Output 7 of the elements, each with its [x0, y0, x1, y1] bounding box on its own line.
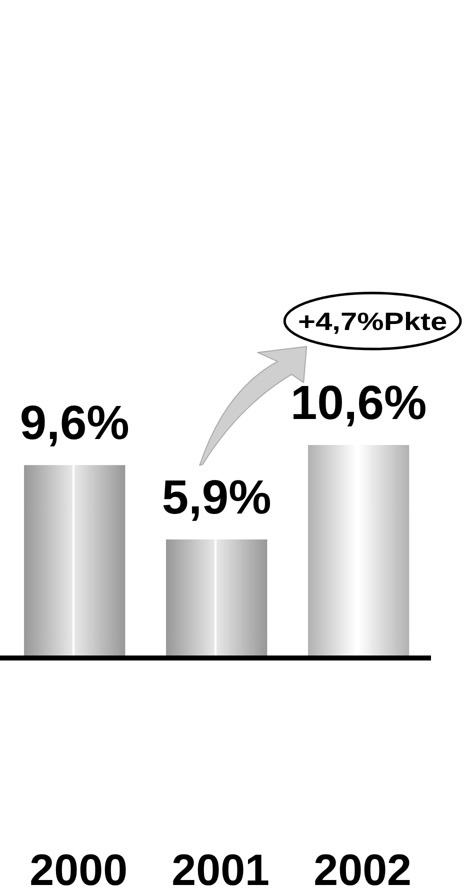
- x-tick-label: 2001: [172, 846, 270, 892]
- data-label: 9,6%: [20, 397, 130, 450]
- x-tick-label: 2002: [314, 846, 412, 892]
- text: +4,7%Pkte: [298, 307, 448, 336]
- data-label: 10,6%: [290, 377, 427, 430]
- x-tick-label: 2000: [30, 846, 128, 892]
- data-label: 5,9%: [162, 471, 272, 524]
